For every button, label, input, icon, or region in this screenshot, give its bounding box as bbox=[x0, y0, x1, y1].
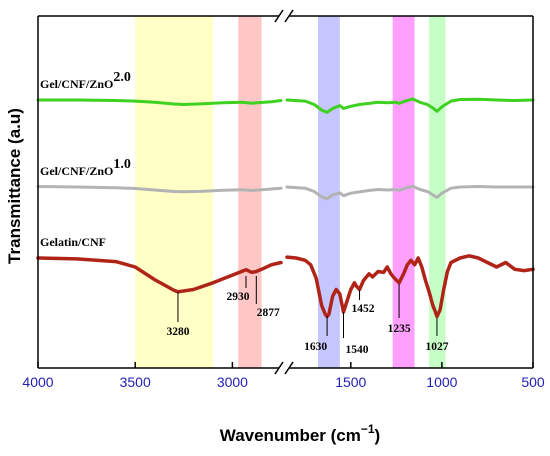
series-1-line-right bbox=[285, 184, 535, 201]
series-label-1-superscript: 1.0 bbox=[113, 157, 131, 172]
x-axis-title-main: Wavenumber (cm bbox=[220, 426, 361, 445]
x-tick-label-2: 3000 bbox=[217, 374, 248, 390]
peak-annotations: 3280 2930 2877 1630 1540 1452 1235 1027 bbox=[166, 276, 449, 356]
series-label-0-name: Gel/CNF/ZnO bbox=[40, 77, 113, 91]
series-label-1-name: Gel/CNF/ZnO bbox=[40, 164, 113, 178]
x-tick-label-5: 500 bbox=[521, 374, 545, 390]
band-2 bbox=[317, 16, 340, 368]
peak-label-1540: 1540 bbox=[345, 344, 368, 356]
peak-label-2930: 2930 bbox=[227, 291, 250, 303]
axis-break-mark-0-0 bbox=[274, 9, 284, 23]
series-2-line-left bbox=[36, 256, 283, 294]
band-3 bbox=[392, 16, 415, 368]
x-axis-title-exponent: −1 bbox=[361, 422, 375, 436]
series-label-0: Gel/CNF/ZnO2.0 bbox=[40, 70, 131, 91]
x-axis-title-close: ) bbox=[375, 426, 381, 445]
series-1-line-left bbox=[36, 185, 283, 194]
series-label-2-name: Gelatin/CNF bbox=[40, 235, 106, 249]
series-label-2: Gelatin/CNF bbox=[40, 235, 106, 249]
peak-label-3280: 3280 bbox=[166, 326, 189, 338]
peak-label-2877: 2877 bbox=[257, 307, 280, 319]
peak-label-1235: 1235 bbox=[388, 323, 411, 335]
y-axis-title: Transmittance (a.u) bbox=[5, 108, 24, 264]
x-tick-label-0: 4000 bbox=[22, 374, 53, 390]
x-tick-label-3: 1500 bbox=[335, 374, 366, 390]
spectra bbox=[36, 97, 535, 319]
series-label-1: Gel/CNF/ZnO1.0 bbox=[40, 157, 131, 178]
series-0-line-left bbox=[36, 98, 283, 106]
x-ticks: 4000 3500 3000 1500 1000 500 bbox=[22, 362, 545, 390]
peak-label-1027: 1027 bbox=[425, 341, 448, 353]
x-tick-label-1: 3500 bbox=[120, 374, 151, 390]
series-0-line-right bbox=[285, 97, 535, 114]
peak-label-1452: 1452 bbox=[352, 303, 375, 315]
x-tick-label-4: 1000 bbox=[426, 374, 457, 390]
peak-label-1630: 1630 bbox=[304, 341, 327, 353]
x-axis-title: Wavenumber (cm−1) bbox=[220, 422, 380, 445]
band-4 bbox=[429, 16, 446, 368]
axis-break-mark-1-0 bbox=[274, 361, 284, 375]
series-label-0-superscript: 2.0 bbox=[113, 70, 131, 85]
axis-break-mark-0-1 bbox=[284, 9, 294, 23]
plot-frame bbox=[37, 9, 534, 375]
series-2-line-right bbox=[285, 254, 535, 319]
axis-break-mark-1-1 bbox=[284, 361, 294, 375]
